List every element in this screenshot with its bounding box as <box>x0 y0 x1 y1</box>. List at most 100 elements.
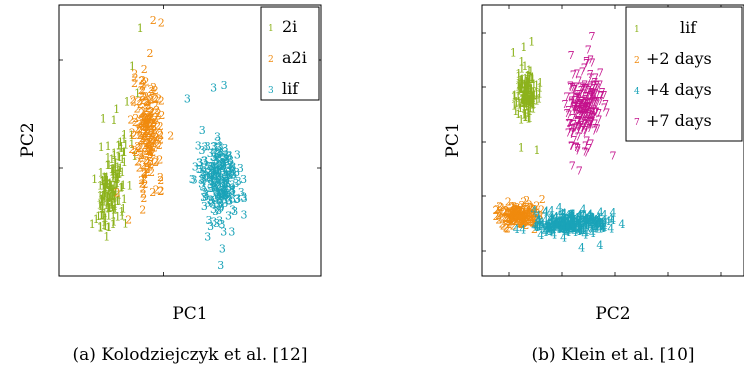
scatter-point: 3 <box>212 194 219 207</box>
scatter-point: 1 <box>527 83 534 96</box>
scatter-point: 1 <box>517 82 524 95</box>
scatter-point: 4 <box>598 216 605 229</box>
scatter-point: 3 <box>223 153 230 166</box>
scatter-point: 2 <box>150 135 157 148</box>
scatter-point: 2 <box>148 110 155 123</box>
scatter-point: 4 <box>559 223 566 236</box>
scatter-point: 3 <box>222 179 229 192</box>
scatter-point: 3 <box>202 170 209 183</box>
scatter-point: 4 <box>572 224 579 237</box>
scatter-point: 2 <box>137 142 144 155</box>
scatter-point: 3 <box>216 159 223 172</box>
scatter-point: 3 <box>220 226 227 239</box>
scatter-point: 3 <box>207 173 214 186</box>
scatter-point: 4 <box>533 221 540 234</box>
scatter-point: 4 <box>588 221 595 234</box>
scatter-point: 2 <box>154 110 161 123</box>
scatter-point: 3 <box>209 182 216 195</box>
scatter-point: 7 <box>587 80 594 93</box>
scatter-point: 3 <box>224 169 231 182</box>
scatter-point: 1 <box>110 186 117 199</box>
scatter-point: 7 <box>578 109 585 122</box>
scatter-point: 1 <box>111 163 118 176</box>
scatter-point: 3 <box>234 193 241 206</box>
scatter-point: 1 <box>526 96 533 109</box>
scatter-point: 2 <box>151 128 158 141</box>
scatter-point: 4 <box>568 217 575 230</box>
scatter-point: 3 <box>210 164 217 177</box>
scatter-point: 1 <box>114 211 121 224</box>
scatter-point: 7 <box>581 145 588 158</box>
scatter-point: 2 <box>152 100 159 113</box>
scatter-point: 2 <box>141 63 148 76</box>
scatter-point: 3 <box>222 182 229 195</box>
scatter-point: 7 <box>591 82 598 95</box>
scatter-point: 1 <box>522 79 529 92</box>
scatter-point: 3 <box>225 162 232 175</box>
scatter-point: 7 <box>585 101 592 114</box>
scatter-point: 7 <box>584 110 591 123</box>
scatter-point: 1 <box>111 149 118 162</box>
scatter-point: 1 <box>116 167 123 180</box>
scatter-point: 3 <box>224 192 231 205</box>
scatter-point: 4 <box>579 222 586 235</box>
scatter-point: 7 <box>583 146 590 159</box>
scatter-point: 7 <box>571 83 578 96</box>
scatter-point: 1 <box>523 80 530 93</box>
scatter-point: 3 <box>199 124 206 137</box>
scatter-point: 7 <box>569 97 576 110</box>
scatter-point: 4 <box>519 223 526 236</box>
scatter-point: 7 <box>578 84 585 97</box>
plot-frame-a <box>58 4 322 277</box>
scatter-point: 7 <box>570 83 577 96</box>
scatter-point: 4 <box>578 242 585 255</box>
scatter-point: 3 <box>240 173 247 186</box>
scatter-point: 2 <box>520 212 527 225</box>
scatter-point: 1 <box>101 191 108 204</box>
scatter-point: 2 <box>523 208 530 221</box>
scatter-point: 7 <box>574 142 581 155</box>
scatter-point: 1 <box>104 191 111 204</box>
scatter-point: 3 <box>219 218 226 231</box>
scatter-point: 1 <box>111 190 118 203</box>
scatter-point: 3 <box>218 200 225 213</box>
scatter-point: 7 <box>588 100 595 113</box>
scatter-point: 7 <box>593 106 600 119</box>
scatter-point: 2 <box>140 115 147 128</box>
scatter-point: 7 <box>580 109 587 122</box>
scatter-point: 4 <box>577 215 584 228</box>
scatter-point: 2 <box>520 211 527 224</box>
scatter-point: 4 <box>587 218 594 231</box>
xlabel-a: PC1 <box>172 304 207 324</box>
scatter-point: 1 <box>101 190 108 203</box>
scatter-point: 1 <box>525 70 532 83</box>
scatter-point: 2 <box>518 202 525 215</box>
scatter-point: 2 <box>167 130 174 143</box>
scatter-point: 7 <box>567 80 574 93</box>
scatter-point: 2 <box>140 120 147 133</box>
scatter-point: 1 <box>533 88 540 101</box>
scatter-point: 3 <box>222 189 229 202</box>
scatter-point: 2 <box>519 207 526 220</box>
scatter-point: 7 <box>597 89 604 102</box>
scatter-point: 3 <box>226 194 233 207</box>
scatter-point: 2 <box>528 213 535 226</box>
scatter-point: 7 <box>570 68 577 81</box>
scatter-point: 3 <box>220 159 227 172</box>
scatter-point: 2 <box>509 212 516 225</box>
scatter-point: 2 <box>146 144 153 157</box>
scatter-point: 2 <box>510 220 517 233</box>
scatter-point: 1 <box>110 168 117 181</box>
scatter-point: 1 <box>106 178 113 191</box>
scatter-point: 1 <box>108 180 115 193</box>
legend-label: +7 days <box>646 111 712 130</box>
scatter-point: 1 <box>101 181 108 194</box>
scatter-point: 2 <box>147 129 154 142</box>
scatter-point: 7 <box>568 97 575 110</box>
scatter-point: 4 <box>607 212 614 225</box>
scatter-point: 2 <box>129 127 136 140</box>
scatter-point: 1 <box>104 190 111 203</box>
scatter-point: 1 <box>516 99 523 112</box>
scatter-point: 7 <box>566 117 573 130</box>
